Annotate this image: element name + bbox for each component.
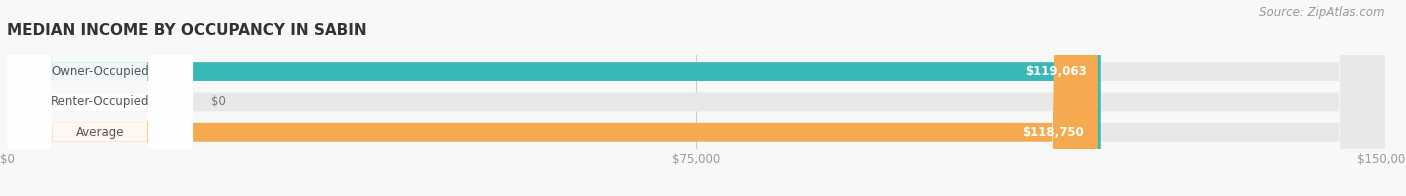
FancyBboxPatch shape xyxy=(7,0,1098,196)
Text: Renter-Occupied: Renter-Occupied xyxy=(51,95,149,108)
FancyBboxPatch shape xyxy=(7,0,1385,196)
FancyBboxPatch shape xyxy=(7,0,1101,196)
Text: MEDIAN INCOME BY OCCUPANCY IN SABIN: MEDIAN INCOME BY OCCUPANCY IN SABIN xyxy=(7,23,367,38)
FancyBboxPatch shape xyxy=(7,0,1385,196)
Text: Average: Average xyxy=(76,126,124,139)
Text: $118,750: $118,750 xyxy=(1022,126,1084,139)
FancyBboxPatch shape xyxy=(7,0,193,196)
FancyBboxPatch shape xyxy=(7,0,1385,196)
FancyBboxPatch shape xyxy=(7,0,193,196)
Text: Source: ZipAtlas.com: Source: ZipAtlas.com xyxy=(1260,6,1385,19)
Text: Owner-Occupied: Owner-Occupied xyxy=(51,65,149,78)
Text: $119,063: $119,063 xyxy=(1025,65,1087,78)
FancyBboxPatch shape xyxy=(7,0,193,196)
Text: $0: $0 xyxy=(211,95,226,108)
